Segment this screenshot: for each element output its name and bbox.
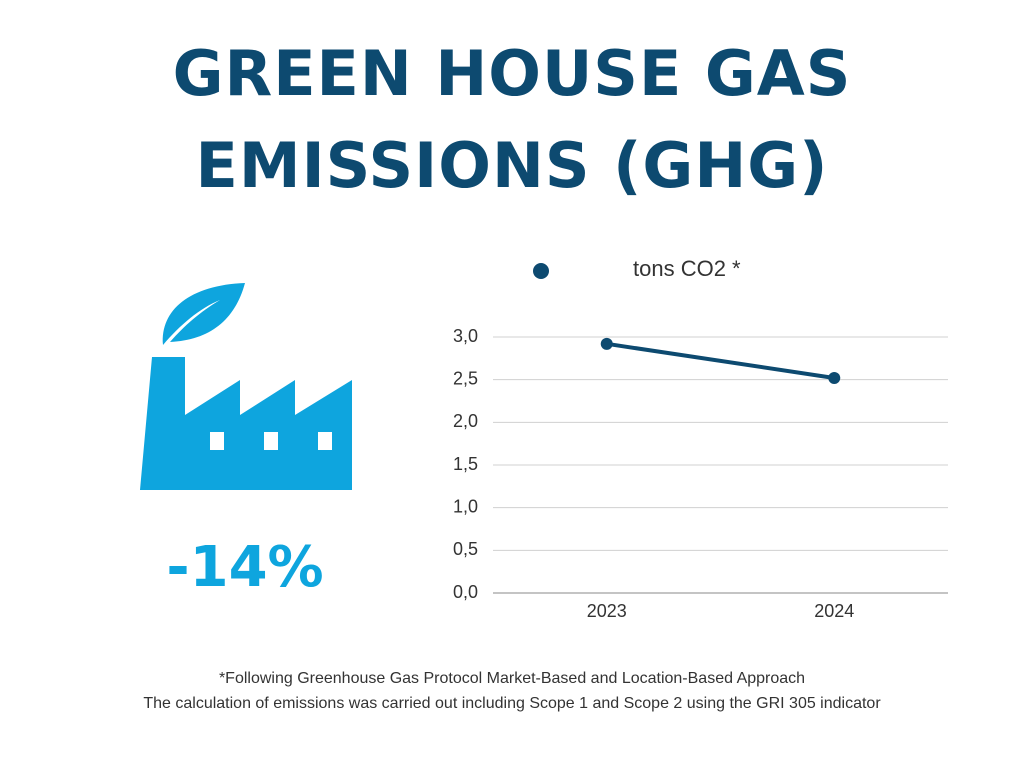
factory-icon <box>140 283 352 490</box>
y-tick-label: 1,0 <box>453 496 478 516</box>
kpi: -14% <box>166 535 324 600</box>
footnote: *Following Greenhouse Gas Protocol Marke… <box>218 670 806 687</box>
legend-marker <box>533 263 549 279</box>
x-tick-label: 2024 <box>814 601 854 621</box>
x-tick-label: 2023 <box>587 601 627 621</box>
y-tick-label: 2,5 <box>453 368 478 388</box>
y-tick-label: 0,0 <box>453 582 478 602</box>
y-tick-label: 2,0 <box>453 411 478 431</box>
y-tick-label: 1,5 <box>453 454 478 474</box>
legend-label: tons CO2 * <box>633 256 741 281</box>
y-tick-label: 3,0 <box>453 326 478 346</box>
title: GREEN HOUSE GAS EMISSIONS (GHG) <box>172 37 852 202</box>
data-point <box>600 337 613 350</box>
y-tick-label: 0,5 <box>453 539 478 559</box>
series-line <box>606 341 835 380</box>
footnote: The calculation of emissions was carried… <box>143 695 881 712</box>
data-point <box>828 371 841 384</box>
